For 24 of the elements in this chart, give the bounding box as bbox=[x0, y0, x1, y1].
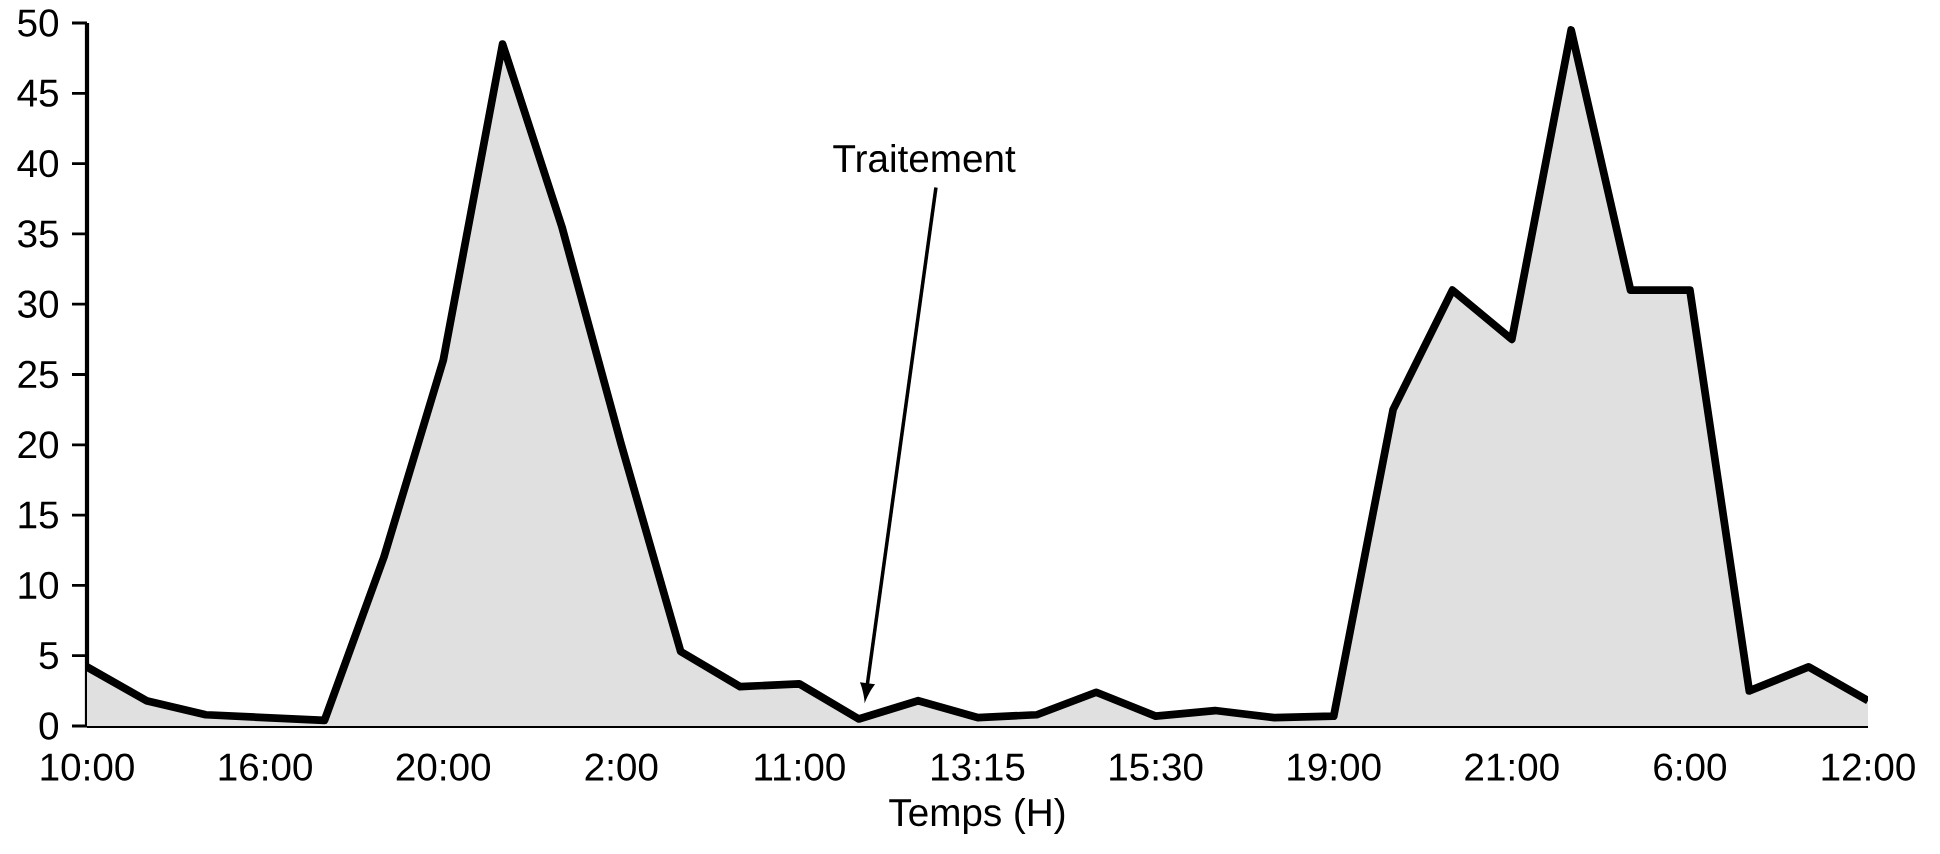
y-tick-label: 5 bbox=[39, 642, 58, 670]
y-tick-label: 15 bbox=[19, 501, 58, 529]
x-tick-label: 19:00 bbox=[1288, 753, 1381, 781]
x-tick-label: 6:00 bbox=[1654, 753, 1726, 781]
x-tick-label: 16:00 bbox=[219, 753, 312, 781]
x-axis-title: Temps (H) bbox=[889, 797, 1065, 834]
y-tick-label: 30 bbox=[18, 290, 59, 318]
x-tick-label: 11:00 bbox=[755, 753, 845, 781]
x-tick-label: 2:00 bbox=[585, 753, 658, 781]
y-tick-label: 10 bbox=[19, 571, 59, 600]
y-tick-label: 45 bbox=[17, 79, 58, 107]
annotation: Traitement bbox=[833, 143, 1016, 173]
y-tick-label: 25 bbox=[18, 360, 58, 389]
y-tick-label: 40 bbox=[17, 149, 59, 178]
y-tick-label: 0 bbox=[39, 712, 59, 740]
x-tick-label: 15:30 bbox=[1110, 753, 1203, 781]
x-tick-label: 13:15 bbox=[932, 753, 1025, 781]
x-tick-label: 20:00 bbox=[396, 753, 491, 781]
x-tick-label: 21:00 bbox=[1465, 753, 1559, 781]
y-tick-label: 50 bbox=[18, 9, 59, 37]
x-tick-label: 10:00 bbox=[41, 753, 134, 781]
x-tick-label: 12:00 bbox=[1822, 753, 1915, 781]
y-tick-label: 20 bbox=[18, 431, 59, 459]
y-tick-label: 35 bbox=[18, 220, 58, 248]
